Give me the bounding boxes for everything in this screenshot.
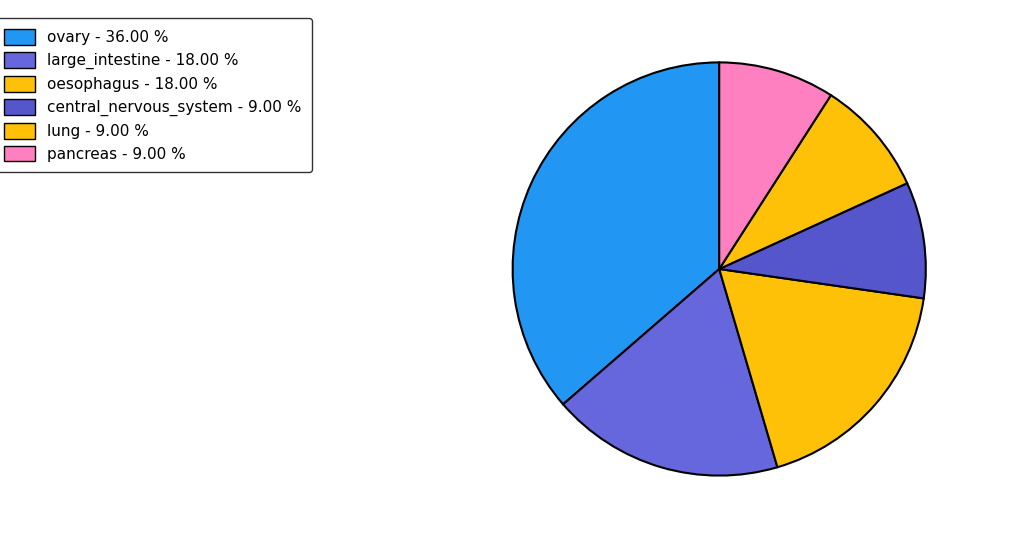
Wedge shape bbox=[513, 62, 719, 404]
Wedge shape bbox=[563, 269, 777, 476]
Wedge shape bbox=[719, 62, 831, 269]
Wedge shape bbox=[719, 269, 924, 467]
Wedge shape bbox=[719, 183, 926, 299]
Legend: ovary - 36.00 %, large_intestine - 18.00 %, oesophagus - 18.00 %, central_nervou: ovary - 36.00 %, large_intestine - 18.00… bbox=[0, 18, 312, 173]
Wedge shape bbox=[719, 95, 908, 269]
